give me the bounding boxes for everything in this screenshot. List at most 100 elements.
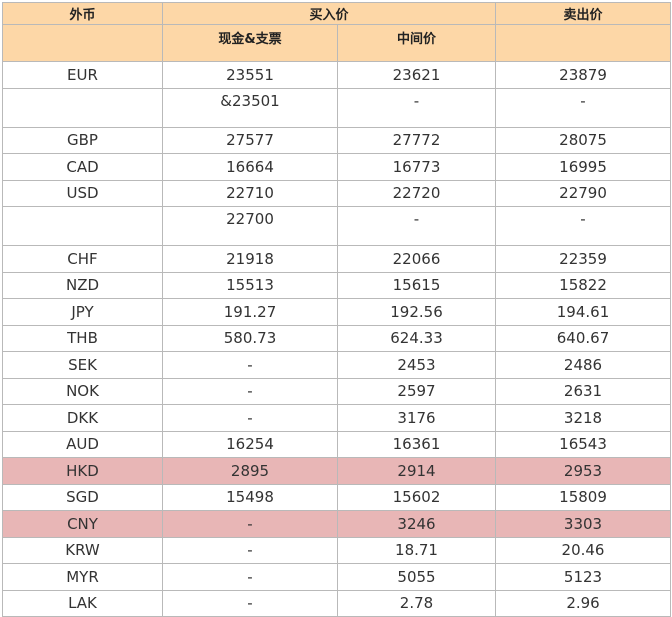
header-sell-price: 卖出价 xyxy=(495,2,672,25)
cash-cheque-buy-cell: - xyxy=(162,404,338,432)
cash-cheque-buy-cell: 191.27 xyxy=(162,298,338,326)
middle-price-cell: 16773 xyxy=(336,153,497,181)
sell-price-cell: 20.46 xyxy=(495,536,672,564)
sell-price-cell: 640.67 xyxy=(495,324,672,352)
middle-price-cell: - xyxy=(336,206,497,246)
currency-code-cell: MYR xyxy=(2,563,163,591)
middle-price-cell: 22066 xyxy=(336,245,497,273)
header-row-secondary: 现金&支票 中间价 xyxy=(2,24,672,62)
table-row: &23501- - xyxy=(2,87,672,128)
table-row: THB 580.73 624.33 640.67 xyxy=(2,324,672,352)
sell-price-cell: 2953 xyxy=(495,457,672,485)
table-row: SEK -2453 2486 xyxy=(2,351,672,379)
cash-cheque-buy-cell: - xyxy=(162,536,338,564)
cash-cheque-buy-cell: 15513 xyxy=(162,271,338,299)
middle-price-cell: 27772 xyxy=(336,126,497,154)
table-header: 外币 买入价 卖出价 现金&支票 中间价 xyxy=(2,2,672,62)
table-row: LAK -2.78 2.96 xyxy=(2,589,672,617)
table-row: NZD 15513 15615 15822 xyxy=(2,271,672,299)
cash-cheque-buy-cell: - xyxy=(162,510,338,538)
sell-price-cell: 2486 xyxy=(495,351,672,379)
middle-price-cell: 2.78 xyxy=(336,589,497,617)
sell-price-cell: 23879 xyxy=(495,61,672,89)
cash-cheque-buy-cell: 21918 xyxy=(162,245,338,273)
table-row: HKD 2895 2914 2953 xyxy=(2,457,672,485)
table-row: GBP 27577 27772 28075 xyxy=(2,126,672,154)
table-row: EUR 23551 23621 23879 xyxy=(2,61,672,89)
table-row: 22700- - xyxy=(2,206,672,246)
middle-price-cell: 16361 xyxy=(336,430,497,458)
table-row: AUD 16254 16361 16543 xyxy=(2,430,672,458)
sell-price-cell: 3303 xyxy=(495,510,672,538)
currency-code-cell: SGD xyxy=(2,483,163,511)
sell-price-cell: 15809 xyxy=(495,483,672,511)
sell-price-cell: 2.96 xyxy=(495,589,672,617)
currency-code-cell: JPY xyxy=(2,298,163,326)
middle-price-cell: 192.56 xyxy=(336,298,497,326)
middle-price-cell: 2597 xyxy=(336,377,497,405)
sell-price-cell: 28075 xyxy=(495,126,672,154)
cash-cheque-buy-cell: &23501 xyxy=(162,87,338,128)
currency-code-cell: CNY xyxy=(2,510,163,538)
table-row: KRW -18.71 20.46 xyxy=(2,536,672,564)
currency-code-cell: USD xyxy=(2,179,163,207)
middle-price-cell: 2453 xyxy=(336,351,497,379)
header-currency: 外币 xyxy=(2,2,163,25)
sell-price-cell: 15822 xyxy=(495,271,672,299)
cash-cheque-buy-cell: 2895 xyxy=(162,457,338,485)
middle-price-cell: 15615 xyxy=(336,271,497,299)
sell-price-cell: 22359 xyxy=(495,245,672,273)
currency-code-cell: NOK xyxy=(2,377,163,405)
header-row-primary: 外币 买入价 卖出价 xyxy=(2,2,672,25)
middle-price-cell: 18.71 xyxy=(336,536,497,564)
cash-cheque-buy-cell: - xyxy=(162,351,338,379)
currency-code-cell: THB xyxy=(2,324,163,352)
currency-code-cell: LAK xyxy=(2,589,163,617)
cash-cheque-buy-cell: - xyxy=(162,377,338,405)
cash-cheque-buy-cell: 22700 xyxy=(162,206,338,246)
cash-cheque-buy-cell: 23551 xyxy=(162,61,338,89)
table-row: JPY 191.27 192.56 194.61 xyxy=(2,298,672,326)
header-buy-price: 买入价 xyxy=(161,2,497,25)
currency-code-cell: SEK xyxy=(2,351,163,379)
sell-price-cell: - xyxy=(495,206,672,246)
currency-code-cell: KRW xyxy=(2,536,163,564)
currency-code-cell: CAD xyxy=(2,153,163,181)
sell-price-cell: 194.61 xyxy=(495,298,672,326)
sell-price-cell: 2631 xyxy=(495,377,672,405)
cash-cheque-buy-cell: 16664 xyxy=(162,153,338,181)
currency-code-cell: GBP xyxy=(2,126,163,154)
middle-price-cell: 23621 xyxy=(336,61,497,89)
middle-price-cell: - xyxy=(336,87,497,128)
cash-cheque-buy-cell: 16254 xyxy=(162,430,338,458)
middle-price-cell: 5055 xyxy=(336,563,497,591)
sell-price-cell: - xyxy=(495,87,672,128)
currency-code-cell: EUR xyxy=(2,61,163,89)
sell-price-cell: 22790 xyxy=(495,179,672,207)
header-middle-price: 中间价 xyxy=(336,24,497,62)
cash-cheque-buy-cell: 22710 xyxy=(162,179,338,207)
table-row: CHF 21918 22066 22359 xyxy=(2,245,672,273)
table-row: DKK -3176 3218 xyxy=(2,404,672,432)
cash-cheque-buy-cell: 27577 xyxy=(162,126,338,154)
cash-cheque-buy-cell: - xyxy=(162,589,338,617)
middle-price-cell: 3176 xyxy=(336,404,497,432)
table-body: EUR 23551 23621 23879 &23501- - GBP 27577 27772 2… xyxy=(2,61,672,617)
header-empty-cell xyxy=(2,24,163,62)
table-row: NOK -2597 2631 xyxy=(2,377,672,405)
middle-price-cell: 2914 xyxy=(336,457,497,485)
currency-code-cell: NZD xyxy=(2,271,163,299)
currency-code-cell: CHF xyxy=(2,245,163,273)
middle-price-cell: 624.33 xyxy=(336,324,497,352)
sell-price-cell: 16543 xyxy=(495,430,672,458)
sell-price-cell: 3218 xyxy=(495,404,672,432)
cash-cheque-buy-cell: 15498 xyxy=(162,483,338,511)
currency-code-cell xyxy=(2,206,163,246)
header-empty-cell xyxy=(495,24,672,62)
sell-price-cell: 5123 xyxy=(495,563,672,591)
currency-code-cell: DKK xyxy=(2,404,163,432)
middle-price-cell: 3246 xyxy=(336,510,497,538)
cash-cheque-buy-cell: 580.73 xyxy=(162,324,338,352)
currency-code-cell xyxy=(2,87,163,128)
